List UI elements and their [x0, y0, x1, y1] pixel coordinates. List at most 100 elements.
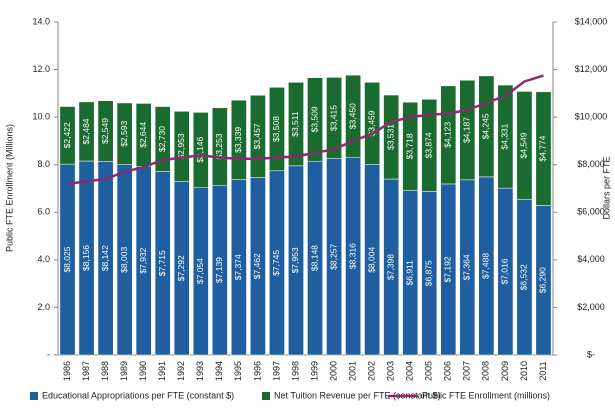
data-label: $6,911	[404, 260, 414, 286]
bar-segment	[383, 94, 400, 180]
x-tick-label: 2003	[386, 361, 396, 381]
data-label: $7,745	[271, 250, 281, 276]
bar-segment	[116, 102, 133, 165]
y2-tick-label: $4,000	[577, 254, 605, 264]
data-label: $3,509	[309, 106, 319, 132]
data-label: $3,457	[252, 123, 262, 149]
data-label: $3,718	[404, 133, 414, 159]
x-tick-label: 2002	[367, 361, 377, 381]
y-tick-label: 10.0	[32, 112, 50, 122]
bar-segment	[326, 77, 342, 159]
data-label: $3,459	[366, 110, 376, 136]
data-label: $4,774	[538, 135, 548, 161]
data-label: $7,139	[214, 257, 224, 283]
data-label: $2,953	[176, 133, 186, 159]
x-tick-label: 2000	[328, 361, 338, 381]
x-tick-label: 2005	[424, 361, 434, 381]
data-label: $4,331	[500, 123, 510, 149]
data-label: $7,398	[385, 254, 395, 280]
bar-segment	[402, 101, 419, 191]
legend-swatch	[30, 392, 38, 400]
data-label: $7,715	[157, 250, 167, 276]
data-label: $2,422	[62, 122, 72, 148]
data-label: $6,875	[424, 260, 434, 286]
bar-segment	[535, 91, 552, 206]
data-label: $4,123	[443, 122, 453, 148]
data-label: $3,415	[328, 105, 338, 131]
data-label: $8,148	[309, 245, 319, 271]
data-label: $2,484	[81, 118, 91, 144]
x-tick-label: 1988	[100, 361, 110, 381]
x-tick-label: 2010	[519, 361, 529, 381]
bar-segment	[97, 100, 114, 162]
data-label: $8,257	[328, 244, 338, 270]
bar-segment	[154, 106, 171, 172]
data-label: $4,245	[481, 113, 491, 139]
data-label: $7,054	[195, 258, 205, 284]
data-label: $3,253	[214, 133, 224, 159]
legend-swatch	[262, 392, 270, 400]
y-tick-label: 4.0	[37, 254, 50, 264]
line	[67, 74, 544, 185]
x-tick-label: 2008	[481, 361, 491, 381]
bar-segment	[59, 106, 76, 165]
y-tick-label: 2.0	[37, 302, 50, 312]
data-label: $8,156	[81, 245, 91, 271]
legend-label: Net Tuition Revenue per FTE (constant $)	[274, 390, 441, 400]
data-label: $7,374	[233, 254, 243, 280]
bar-segment	[364, 82, 380, 165]
y2-tick-label: $2,000	[577, 302, 605, 312]
x-tick-label: 2011	[538, 361, 548, 380]
bar-segment	[440, 85, 457, 185]
bar-segment	[269, 87, 285, 172]
x-tick-label: 1995	[233, 361, 243, 381]
data-label: $3,339	[233, 127, 243, 153]
x-tick-label: 2001	[347, 361, 357, 381]
x-tick-label: 1992	[176, 361, 186, 381]
data-label: $3,511	[290, 111, 300, 137]
x-tick-label: 2007	[462, 361, 472, 381]
bar-segment	[459, 80, 476, 181]
data-label: $2,730	[157, 126, 167, 152]
data-label: $8,025	[62, 246, 72, 272]
data-label: $7,488	[481, 253, 491, 279]
x-tick-label: 2009	[500, 361, 510, 381]
x-tick-label: 1990	[138, 361, 148, 381]
y-tick-label: 14.0	[32, 16, 50, 26]
data-label: $7,462	[252, 253, 262, 279]
data-label: $6,290	[538, 267, 548, 293]
y-tick-label: 8.0	[37, 159, 50, 169]
legend-label: Public FTE Enrollment (millions)	[422, 390, 550, 400]
data-label: $7,364	[462, 254, 472, 280]
bar-segment	[192, 112, 209, 188]
data-label: $2,644	[138, 122, 148, 148]
data-label: $8,003	[119, 247, 129, 273]
x-tick-label: 1991	[157, 361, 167, 381]
y2-tick-label: $12,000	[575, 64, 608, 74]
bar-segment	[307, 77, 323, 162]
data-label: $7,192	[443, 256, 453, 282]
bar-segment	[173, 111, 190, 182]
data-label: $3,450	[347, 103, 357, 129]
data-label: $3,146	[195, 137, 205, 163]
bar-segment	[211, 107, 228, 186]
data-label: $7,292	[176, 255, 186, 281]
y2-tick-label: $14,000	[575, 16, 608, 26]
data-label: $8,316	[347, 243, 357, 269]
y2-tick-label: $10,000	[575, 112, 608, 122]
y2-axis-title: Dollars per FTE	[601, 156, 611, 219]
y-axis-title: Public FTE Enrollment (Millions)	[4, 124, 14, 252]
x-tick-label: 1997	[271, 361, 281, 381]
data-label: $4,549	[519, 132, 529, 158]
y-tick-label: -	[47, 349, 50, 359]
x-tick-label: 1998	[290, 361, 300, 381]
x-tick-label: 1994	[214, 361, 224, 381]
y-tick-label: 12.0	[32, 64, 50, 74]
x-tick-label: 1996	[252, 361, 262, 381]
bar-segment	[78, 101, 95, 162]
y-tick-label: 6.0	[37, 207, 50, 217]
x-tick-label: 1987	[81, 361, 91, 381]
y2-tick-label: $8,000	[577, 159, 605, 169]
data-label: $8,142	[100, 245, 110, 271]
